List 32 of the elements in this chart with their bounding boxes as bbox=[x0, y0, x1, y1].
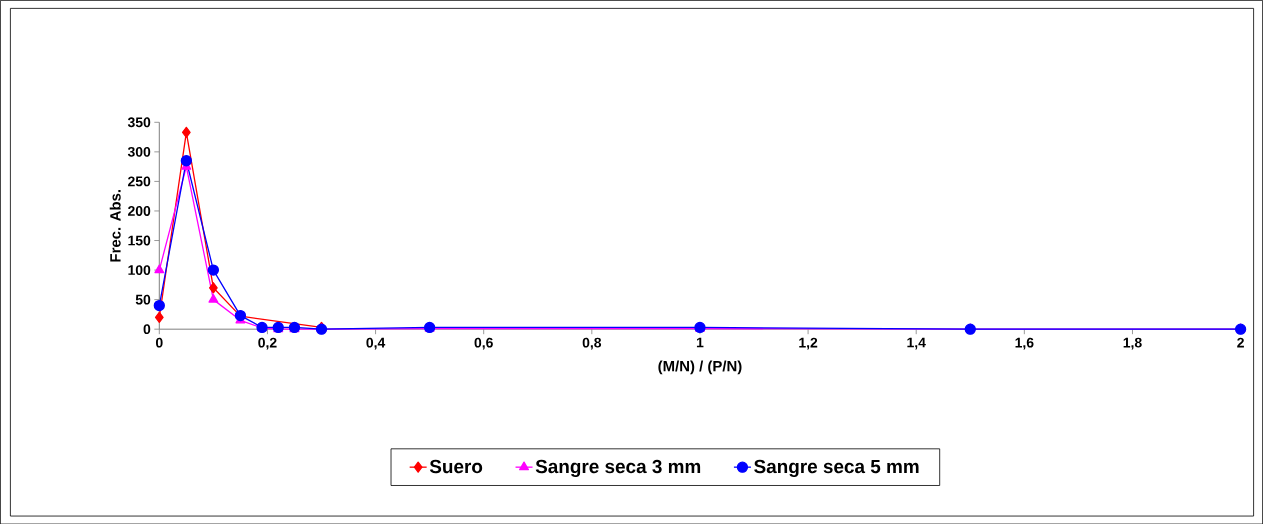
x-tick-label: 1,8 bbox=[1123, 337, 1142, 350]
y-tick-label: 100 bbox=[128, 264, 151, 275]
x-tick-label: 1,4 bbox=[907, 337, 926, 350]
point bbox=[153, 299, 165, 311]
legend-label: Suero bbox=[429, 459, 483, 473]
x-tick-label: 1 bbox=[696, 337, 704, 348]
y-tick-label: 50 bbox=[135, 294, 151, 305]
x-tick-label: 1,6 bbox=[1015, 337, 1034, 350]
point bbox=[208, 281, 218, 294]
x-tick-label: 2 bbox=[1237, 337, 1244, 348]
x-tick-label: 0,4 bbox=[366, 337, 386, 350]
y-axis-title: Frec. Abs. bbox=[109, 189, 121, 262]
point bbox=[207, 264, 220, 276]
y-tick-label: 0 bbox=[143, 324, 151, 334]
y-tick-label: 150 bbox=[128, 235, 151, 246]
legend-label: Sangre seca 3 mm bbox=[535, 459, 701, 477]
point bbox=[181, 126, 191, 138]
x-tick-label: 0 bbox=[155, 337, 163, 348]
y-tick-label: 300 bbox=[127, 146, 151, 157]
x-tick-label: 1,2 bbox=[799, 337, 818, 350]
point bbox=[180, 154, 192, 167]
y-tick-label: 250 bbox=[128, 176, 151, 187]
point bbox=[154, 264, 165, 273]
y-tick-label: 200 bbox=[128, 205, 151, 216]
x-tick-label: 0,8 bbox=[582, 337, 602, 350]
y-tick-label: 350 bbox=[127, 117, 151, 128]
legend-label: Sangre seca 5 mm bbox=[754, 459, 919, 477]
x-axis-title: (M/N) / (P/N) bbox=[658, 360, 742, 375]
x-tick-label: 0,6 bbox=[474, 337, 493, 350]
x-tick-label: 0,2 bbox=[258, 337, 277, 350]
point bbox=[154, 311, 164, 323]
point bbox=[208, 293, 219, 303]
